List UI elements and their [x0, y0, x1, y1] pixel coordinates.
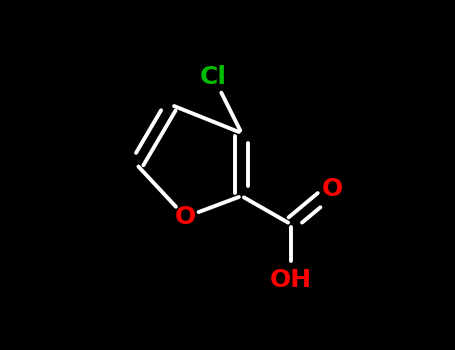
Text: Cl: Cl: [200, 65, 227, 89]
Text: O: O: [322, 177, 343, 201]
Text: OH: OH: [269, 268, 312, 292]
Text: O: O: [175, 205, 196, 229]
